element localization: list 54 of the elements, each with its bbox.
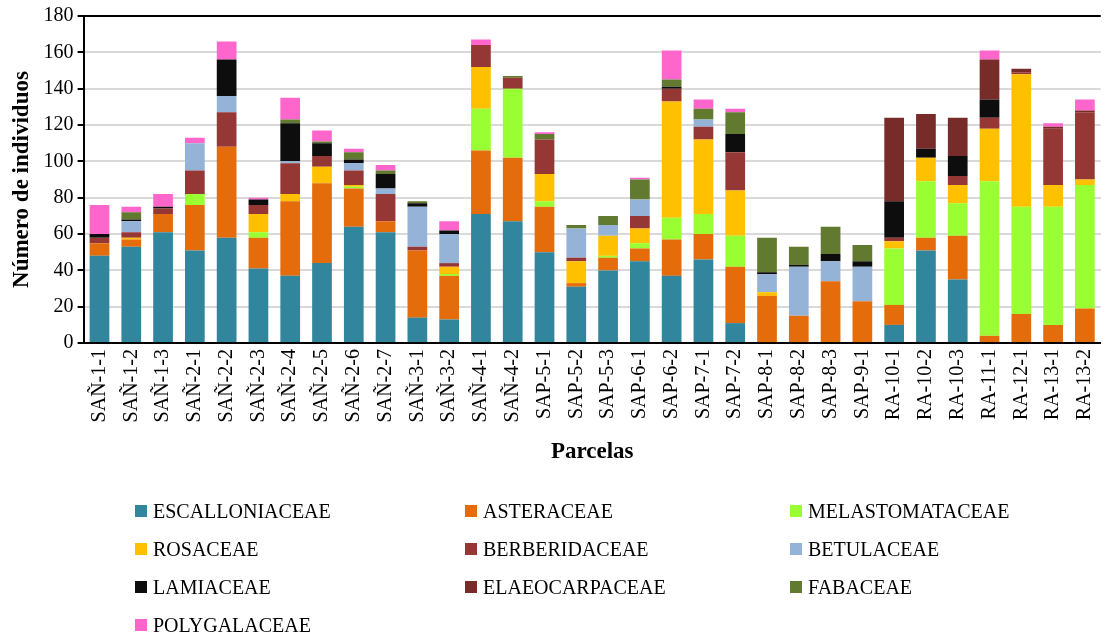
legend-label: FABACEAE [808,575,913,599]
x-tick-label: RA-12-1 [1008,349,1031,421]
x-axis-title: Parcelas [550,438,634,464]
y-tick-label: 180 [43,3,74,26]
x-tick-label: RA-13-2 [1072,349,1095,421]
y-tick-label: 80 [53,184,74,207]
x-tick-label: SAP-8-3 [817,349,840,420]
x-tick-label: SAÑ-1-3 [149,349,173,423]
x-tick-label: RA-13-1 [1040,349,1063,421]
y-tick-label: 120 [43,112,74,135]
x-tick-label: SAÑ-2-1 [181,349,205,423]
legend-label: POLYGALACEAE [153,613,311,637]
legend-label: BERBERIDACEAE [483,537,649,561]
x-tick-label: SAÑ-4-2 [498,349,522,423]
y-tick-label: 20 [53,293,74,316]
x-tick-label: SAP-5-1 [531,349,554,420]
legend-label: ROSACEAE [153,537,259,561]
legend-label: ASTERACEAE [483,499,613,523]
x-tick-label: RA-10-2 [913,349,936,421]
legend-label: BETULACEAE [808,537,940,561]
x-tick-label: SAÑ-2-3 [244,349,268,423]
y-tick-label: 40 [53,257,74,280]
y-tick-label: 140 [43,75,74,98]
x-tick-label: RA-11-1 [976,349,999,420]
x-tick-label: SAÑ-3-1 [403,349,427,423]
x-tick-label: SAP-9-1 [849,349,872,420]
x-tick-label: SAÑ-2-7 [371,349,395,423]
x-tick-label: SAP-5-2 [563,349,586,420]
x-tick-label: SAÑ-2-5 [308,349,332,423]
x-tick-label: RA-10-3 [944,349,967,421]
x-tick-label: SAP-6-2 [658,349,681,420]
x-tick-label: SAP-7-2 [722,349,745,420]
x-tick-label: SAÑ-3-2 [435,349,459,423]
x-tick-label: SAÑ-1-2 [117,349,141,423]
x-tick-label: SAÑ-4-1 [467,349,491,423]
legend-label: MELASTOMATACEAE [808,499,1010,523]
x-tick-label: SAÑ-2-6 [340,349,364,423]
x-tick-label: SAP-8-2 [786,349,809,420]
y-tick-label: 100 [43,148,74,171]
y-tick-label: 60 [53,221,74,244]
x-tick-label: SAÑ-2-2 [212,349,236,423]
x-tick-label: SAP-7-1 [690,349,713,420]
x-tick-label: RA-10-1 [881,349,904,421]
y-tick-label: 160 [43,39,74,62]
legend-label: LAMIACEAE [153,575,271,599]
y-axis-title: Número de individuos [7,71,33,288]
x-tick-label: SAP-6-1 [627,349,650,420]
x-tick-label: SAÑ-2-4 [276,349,300,423]
x-tick-label: SAÑ-1-1 [85,349,109,423]
legend-label: ESCALLONIACEAE [153,499,331,523]
legend-label: ELAEOCARPACEAE [483,575,666,599]
y-tick-label: 0 [63,330,74,353]
x-tick-label: SAP-5-3 [595,349,618,420]
x-tick-label: SAP-8-1 [754,349,777,420]
